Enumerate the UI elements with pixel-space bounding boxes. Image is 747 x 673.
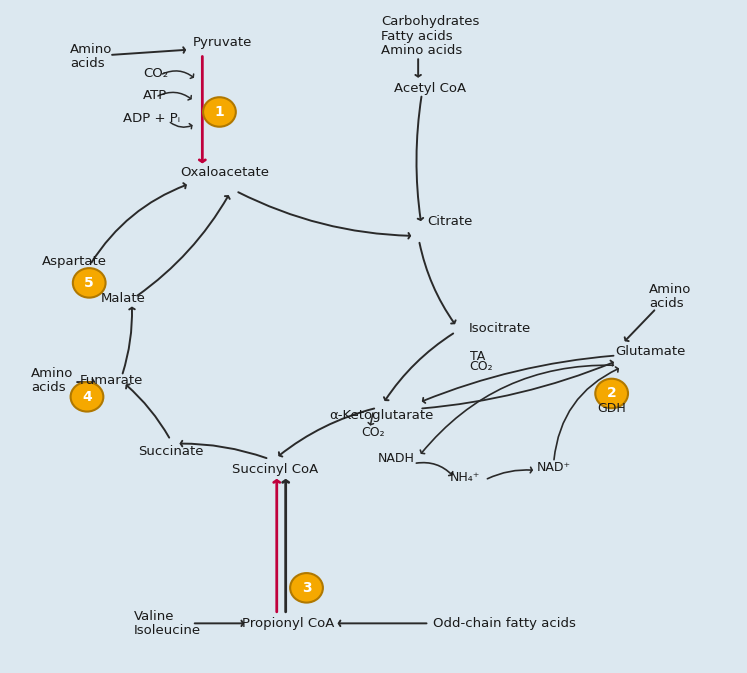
Text: Amino: Amino bbox=[31, 367, 73, 380]
Text: Amino: Amino bbox=[649, 283, 691, 296]
Text: Carbohydrates: Carbohydrates bbox=[381, 15, 480, 28]
Text: 3: 3 bbox=[302, 581, 311, 595]
Text: CO₂: CO₂ bbox=[361, 426, 385, 439]
Text: Amino acids: Amino acids bbox=[381, 44, 462, 57]
Text: CO₂: CO₂ bbox=[469, 360, 492, 373]
Circle shape bbox=[73, 268, 105, 297]
Text: Propionyl CoA: Propionyl CoA bbox=[242, 617, 334, 630]
Text: acids: acids bbox=[70, 57, 105, 70]
Text: Succinate: Succinate bbox=[138, 446, 204, 458]
Text: Succinyl CoA: Succinyl CoA bbox=[232, 463, 318, 476]
Text: NH₄⁺: NH₄⁺ bbox=[450, 470, 480, 484]
Text: Aspartate: Aspartate bbox=[43, 255, 108, 268]
Text: NAD⁺: NAD⁺ bbox=[537, 461, 571, 474]
Text: Malate: Malate bbox=[100, 292, 145, 305]
Text: Pyruvate: Pyruvate bbox=[193, 36, 252, 49]
Circle shape bbox=[203, 97, 236, 127]
Text: NADH: NADH bbox=[377, 452, 415, 465]
Text: Isocitrate: Isocitrate bbox=[469, 322, 531, 335]
Text: Odd-chain fatty acids: Odd-chain fatty acids bbox=[433, 617, 576, 630]
Text: Amino: Amino bbox=[70, 43, 112, 56]
Text: 5: 5 bbox=[84, 276, 94, 290]
Text: Acetyl CoA: Acetyl CoA bbox=[394, 82, 466, 95]
Text: Fatty acids: Fatty acids bbox=[381, 30, 453, 43]
Text: Citrate: Citrate bbox=[427, 215, 472, 227]
Text: ATP: ATP bbox=[143, 89, 167, 102]
Circle shape bbox=[595, 379, 628, 409]
Text: CO₂: CO₂ bbox=[143, 67, 168, 79]
Circle shape bbox=[71, 382, 103, 412]
Text: 1: 1 bbox=[214, 105, 224, 119]
Text: 2: 2 bbox=[607, 386, 616, 400]
Text: ADP + Pᵢ: ADP + Pᵢ bbox=[123, 112, 180, 125]
Text: α-Ketoglutarate: α-Ketoglutarate bbox=[329, 409, 433, 422]
Text: acids: acids bbox=[649, 297, 684, 310]
Circle shape bbox=[290, 573, 323, 602]
Text: Oxaloacetate: Oxaloacetate bbox=[180, 166, 269, 179]
Text: Valine: Valine bbox=[134, 610, 174, 623]
Text: Fumarate: Fumarate bbox=[80, 374, 143, 387]
Text: Isoleucine: Isoleucine bbox=[134, 624, 201, 637]
Text: acids: acids bbox=[31, 381, 66, 394]
Text: TA: TA bbox=[470, 350, 486, 363]
Text: GDH: GDH bbox=[598, 402, 626, 415]
Text: Glutamate: Glutamate bbox=[616, 345, 686, 358]
Text: 4: 4 bbox=[82, 390, 92, 404]
